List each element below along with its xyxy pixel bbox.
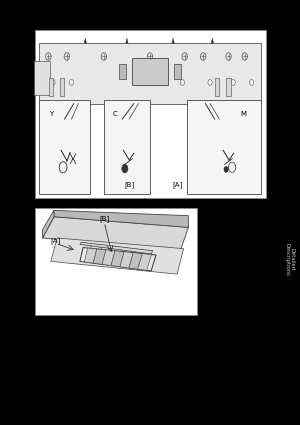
Circle shape [208, 79, 212, 85]
Polygon shape [80, 242, 153, 254]
Bar [131, 58, 169, 85]
Text: [D]: [D] [15, 120, 26, 127]
Polygon shape [129, 253, 142, 269]
Polygon shape [84, 248, 97, 263]
Polygon shape [211, 38, 214, 43]
Polygon shape [80, 247, 156, 271]
Circle shape [69, 79, 74, 85]
Polygon shape [120, 252, 133, 268]
Polygon shape [43, 217, 188, 251]
Bar [119, 64, 126, 79]
Circle shape [200, 53, 206, 60]
Text: Y: Y [49, 111, 53, 117]
Circle shape [224, 167, 228, 173]
Bar [34, 208, 196, 314]
Circle shape [59, 162, 67, 173]
Bar [174, 64, 181, 79]
Bar [39, 43, 261, 104]
Polygon shape [138, 254, 152, 270]
Polygon shape [102, 250, 115, 266]
Circle shape [226, 53, 231, 60]
Circle shape [147, 53, 153, 60]
Text: [B]: [B] [124, 181, 135, 188]
Bar [226, 78, 231, 96]
Bar [104, 100, 150, 194]
Bar [34, 61, 50, 94]
Bar [187, 100, 261, 194]
Circle shape [122, 164, 128, 173]
Bar [39, 100, 90, 194]
Polygon shape [172, 38, 174, 43]
Text: [A]: [A] [172, 181, 182, 188]
Circle shape [250, 79, 254, 85]
Text: [A]: [A] [51, 237, 61, 244]
Circle shape [64, 53, 70, 60]
Text: C: C [113, 111, 118, 117]
Circle shape [46, 53, 51, 60]
Polygon shape [93, 249, 106, 264]
Bar [215, 78, 219, 96]
Circle shape [242, 53, 248, 60]
Text: Detailed
Descriptions: Detailed Descriptions [284, 243, 295, 276]
Polygon shape [126, 38, 128, 43]
Text: [C]: [C] [15, 147, 25, 154]
Bar [34, 30, 266, 198]
Polygon shape [84, 38, 86, 43]
Circle shape [51, 79, 55, 85]
Bar [49, 78, 53, 96]
Polygon shape [51, 238, 184, 274]
Text: [B]: [B] [99, 215, 110, 222]
Polygon shape [43, 210, 54, 238]
Circle shape [180, 79, 184, 85]
Circle shape [182, 53, 187, 60]
Polygon shape [54, 210, 188, 227]
Circle shape [231, 79, 235, 85]
Circle shape [101, 53, 106, 60]
Polygon shape [111, 251, 124, 267]
Circle shape [229, 162, 236, 173]
Text: M: M [240, 111, 246, 117]
Bar [60, 78, 64, 96]
